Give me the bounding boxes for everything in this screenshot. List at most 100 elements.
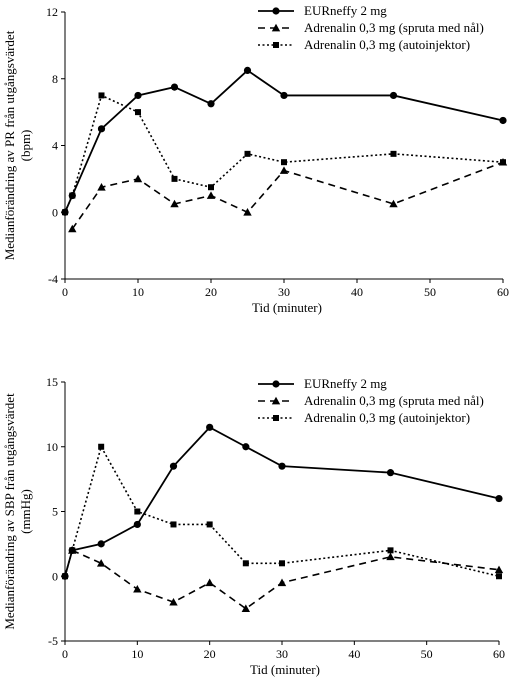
y-tick-label: -5 [48,634,58,648]
x-tick-label: 60 [497,285,509,299]
series-line-circle [64,69,504,213]
y-tick-label: 15 [46,375,58,389]
data-point-circle [389,91,398,100]
data-point-square [387,547,394,554]
series-line-triangle [71,161,504,230]
data-point-circle [97,125,106,133]
data-point-circle [242,443,250,451]
y-tick-label: 10 [46,440,58,454]
series-line-circle [64,426,500,577]
y-axis-unit-label: (bpm) [18,130,33,162]
x-tick-label: 60 [493,647,505,661]
data-point-circle [134,91,142,100]
data-point-square [98,92,105,99]
data-point-triangle [96,559,106,567]
legend-marker-square [273,42,279,48]
data-point-square [69,192,76,199]
y-axis-unit-label: (mmHg) [18,489,33,534]
x-tick-label: 40 [351,285,363,299]
data-point-square [134,508,141,515]
data-point-square [281,159,287,166]
data-point-circle [206,423,214,431]
y-tick-label: -4 [48,272,58,286]
data-point-circle [280,91,288,100]
data-point-circle [97,540,105,548]
x-tick-label: 30 [276,647,288,661]
data-point-triangle [170,199,179,208]
data-point-triangle [206,191,216,199]
y-tick-label: 12 [46,5,58,19]
data-point-square [135,109,141,116]
data-point-circle [499,116,507,125]
data-point-circle [495,494,503,503]
sbp-change-chart: -5 0 5 10 15 0 10 20 30 40 50 60 Tid (minuter) Median… [2,375,505,677]
series-line-triangle [71,549,500,610]
data-point-triangle [389,199,398,208]
x-tick-label: 0 [62,647,68,661]
data-point-square [206,521,213,528]
data-point-circle [169,462,178,470]
y-axis-label: Medianförändring av PR från utgångsvärde… [2,30,17,260]
data-point-square [244,150,251,157]
data-point-circle [170,83,179,91]
series-line-square [64,94,504,213]
data-point-square [208,184,214,191]
data-point-triangle [133,174,143,183]
legend-label: EURneffy 2 mg [304,3,387,18]
data-point-triangle [279,166,289,174]
y-axis-label: Medianförändring av SBP från utgångsvärd… [2,393,17,630]
legend-marker-triangle [271,23,281,32]
x-tick-label: 10 [132,285,144,299]
data-point-square [279,560,285,567]
legend-label: EURneffy 2 mg [304,376,387,391]
x-tick-label: 20 [205,285,217,299]
legend-label: Adrenalin 0,3 mg (spruta med nål) [304,20,484,35]
data-point-triangle [169,597,178,606]
legend-marker-triangle [271,396,281,405]
y-tick-label: 5 [52,505,58,519]
data-point-triangle [494,565,504,574]
legend-marker-circle [272,380,280,388]
x-tick-label: 10 [131,647,143,661]
data-point-square [62,573,68,580]
y-tick-label: 0 [52,569,58,583]
data-point-triangle [97,183,106,191]
data-point-circle [386,469,395,477]
data-point-square [242,560,249,567]
data-point-square [171,175,178,182]
data-point-triangle [386,552,395,561]
data-point-triangle [68,224,77,233]
x-tick-label: 50 [421,647,433,661]
x-axis-label: Tid (minuter) [250,662,320,677]
data-point-square [496,573,502,580]
legend-label: Adrenalin 0,3 mg (autoinjektor) [304,410,470,425]
data-point-square [62,209,68,216]
x-axis-label: Tid (minuter) [252,300,322,315]
x-tick-label: 30 [278,285,290,299]
data-point-circle [243,66,252,75]
legend-marker-square [273,415,279,421]
x-tick-label: 0 [62,285,68,299]
data-point-triangle [133,585,142,593]
data-point-triangle [241,604,251,612]
legend-marker-circle [272,7,280,15]
y-tick-label: 4 [52,139,58,153]
data-point-circle [133,520,141,529]
data-point-square [500,159,506,166]
y-tick-label: 0 [52,205,58,219]
x-tick-label: 50 [424,285,436,299]
legend-label: Adrenalin 0,3 mg (spruta med nål) [304,393,484,408]
x-tick-label: 40 [348,647,360,661]
pr-change-chart: -4 0 4 8 12 0 10 20 30 40 50 60 Tid (minuter) Medianf… [2,3,509,315]
x-tick-label: 20 [204,647,216,661]
data-point-triangle [277,578,287,587]
legend-label: Adrenalin 0,3 mg (autoinjektor) [304,37,470,52]
data-point-circle [207,100,215,108]
data-point-triangle [205,578,214,587]
data-point-triangle [243,208,252,216]
data-point-square [390,150,397,157]
data-point-square [69,547,76,554]
data-point-circle [278,462,286,470]
data-point-square [98,443,105,450]
